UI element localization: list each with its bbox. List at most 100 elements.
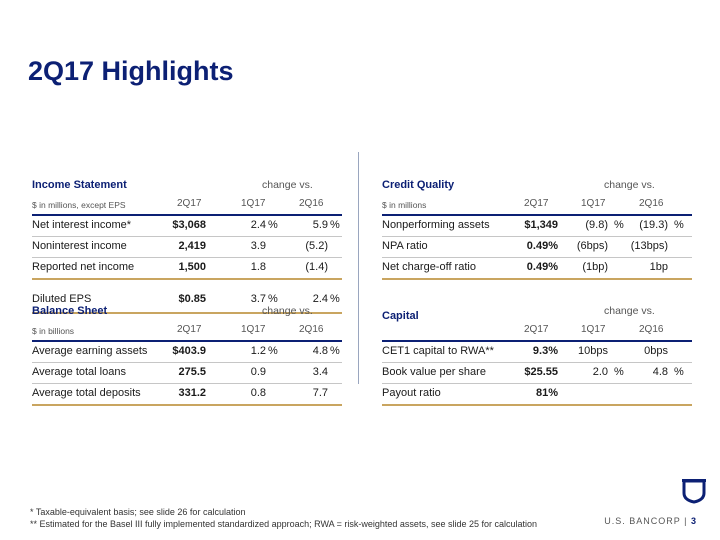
row-label: Book value per share (382, 366, 486, 378)
page-number: 3 (690, 516, 696, 526)
row-label: Payout ratio (382, 387, 441, 399)
table-subheader: $ in billions 2Q17 1Q17 2Q16 (32, 322, 342, 340)
row-divider (32, 257, 342, 258)
header-rule (32, 340, 342, 342)
row-value: $0.85 (178, 293, 206, 305)
change-2q16: (19.3) (639, 219, 668, 231)
row-value: 0.49% (526, 240, 558, 252)
col-header: 1Q17 (241, 198, 266, 209)
table-row: Diluted EPS $0.85 3.7 % 2.4 % (32, 290, 342, 310)
section-rule (32, 278, 342, 280)
row-label: Average total deposits (32, 387, 141, 399)
change-2q16: 0bps (644, 345, 668, 357)
brand-separator: | (684, 516, 688, 526)
unit-label: $ in millions (382, 200, 427, 210)
footnotes: * Taxable-equivalent basis; see slide 26… (30, 506, 537, 530)
table-header: Capital change vs. (382, 302, 692, 322)
table-row: Average earning assets $403.9 1.2% 4.8% (32, 342, 342, 362)
change-vs-label: change vs. (604, 179, 655, 191)
change-1q17: (9.8) (585, 219, 608, 231)
change-1q17: 3.9 (250, 240, 266, 252)
footer-brand: U.S. BANCORP | 3 (604, 516, 696, 526)
table-row: NPA ratio 0.49% (6bps) (13bps) (382, 237, 692, 257)
row-divider (382, 362, 692, 363)
income-statement-table: Income Statement change vs. $ in million… (32, 176, 342, 314)
row-value: $403.9 (172, 345, 206, 357)
table-row: Book value per share $25.55 2.0% 4.8% (382, 363, 692, 383)
header-rule (382, 340, 692, 342)
page-title: 2Q17 Highlights (28, 56, 234, 86)
change-1q17: (6bps) (576, 240, 608, 252)
row-divider (32, 383, 342, 384)
pct-sign: % (614, 366, 624, 378)
row-divider (32, 236, 342, 237)
section-rule (32, 312, 342, 314)
pct-sign: % (268, 293, 278, 305)
col-header: 1Q17 (581, 198, 606, 209)
row-label: Diluted EPS (32, 293, 92, 305)
row-divider (382, 257, 692, 258)
table-header: Credit Quality change vs. (382, 176, 692, 196)
change-2q16: 7.7 (312, 387, 328, 399)
table-row: Nonperforming assets $1,349 (9.8)% (19.3)% (382, 216, 692, 236)
pct-sign: % (614, 219, 624, 231)
row-value: $25.55 (524, 366, 558, 378)
table-subheader: $ in millions 2Q17 1Q17 2Q16 (382, 196, 692, 214)
change-2q16: 4.8 (312, 345, 328, 357)
row-value: 331.2 (178, 387, 206, 399)
capital-table: Capital change vs. 2Q17 1Q17 2Q16 CET1 c… (382, 302, 692, 406)
row-label: NPA ratio (382, 240, 428, 252)
col-header: 2Q17 (177, 324, 202, 335)
table-row: Payout ratio 81% (382, 384, 692, 404)
change-1q17: 2.0 (592, 366, 608, 378)
table-title: Credit Quality (382, 179, 455, 191)
change-2q16: (13bps) (630, 240, 668, 252)
table-row: Average total loans 275.5 0.9 3.4 (32, 363, 342, 383)
table-title: Income Statement (32, 179, 127, 191)
col-header: 2Q17 (524, 324, 549, 335)
row-divider (382, 383, 692, 384)
change-2q16: 4.8 (652, 366, 668, 378)
row-label: Nonperforming assets (382, 219, 490, 231)
row-value: $3,068 (172, 219, 206, 231)
balance-sheet-table: Balance Sheet change vs. $ in billions 2… (32, 302, 342, 406)
change-2q16: (1.4) (305, 261, 328, 273)
table-title: Balance Sheet (32, 305, 108, 317)
col-header: 2Q16 (299, 198, 324, 209)
col-header: 2Q16 (639, 324, 664, 335)
change-1q17: 0.8 (250, 387, 266, 399)
col-header: 2Q16 (639, 198, 664, 209)
row-label: Net interest income* (32, 219, 132, 231)
footnote: * Taxable-equivalent basis; see slide 26… (30, 507, 246, 517)
table-header: Income Statement change vs. (32, 176, 342, 196)
change-1q17: 0.9 (250, 366, 266, 378)
credit-quality-table: Credit Quality change vs. $ in millions … (382, 176, 692, 280)
pct-sign: % (330, 345, 340, 357)
col-header: 1Q17 (581, 324, 606, 335)
pct-sign: % (268, 345, 278, 357)
usbank-shield-icon (682, 479, 706, 504)
unit-label: $ in billions (32, 326, 75, 336)
pct-sign: % (674, 366, 684, 378)
table-subheader: $ in millions, except EPS 2Q17 1Q17 2Q16 (32, 196, 342, 214)
section-rule (382, 404, 692, 406)
row-divider (382, 236, 692, 237)
row-label: Reported net income (32, 261, 135, 273)
table-row: Net charge-off ratio 0.49% (1bp) 1bp (382, 258, 692, 278)
row-label: CET1 capital to RWA** (382, 345, 494, 357)
pct-sign: % (330, 219, 340, 231)
row-value: 2,419 (178, 240, 206, 252)
change-1q17: 1.2 (250, 345, 266, 357)
footnote: ** Estimated for the Basel III fully imp… (30, 519, 538, 529)
section-rule (382, 278, 692, 280)
brand-name: U.S. BANCORP (604, 516, 681, 526)
table-title: Capital (382, 310, 419, 322)
col-header: 1Q17 (241, 324, 266, 335)
row-label: Average total loans (32, 366, 126, 378)
row-value: 275.5 (178, 366, 206, 378)
row-label: Average earning assets (32, 345, 148, 357)
change-1q17: 3.7 (250, 293, 266, 305)
col-header: 2Q16 (299, 324, 324, 335)
table-row: CET1 capital to RWA** 9.3% 10bps 0bps (382, 342, 692, 362)
change-1q17: (1bp) (582, 261, 608, 273)
